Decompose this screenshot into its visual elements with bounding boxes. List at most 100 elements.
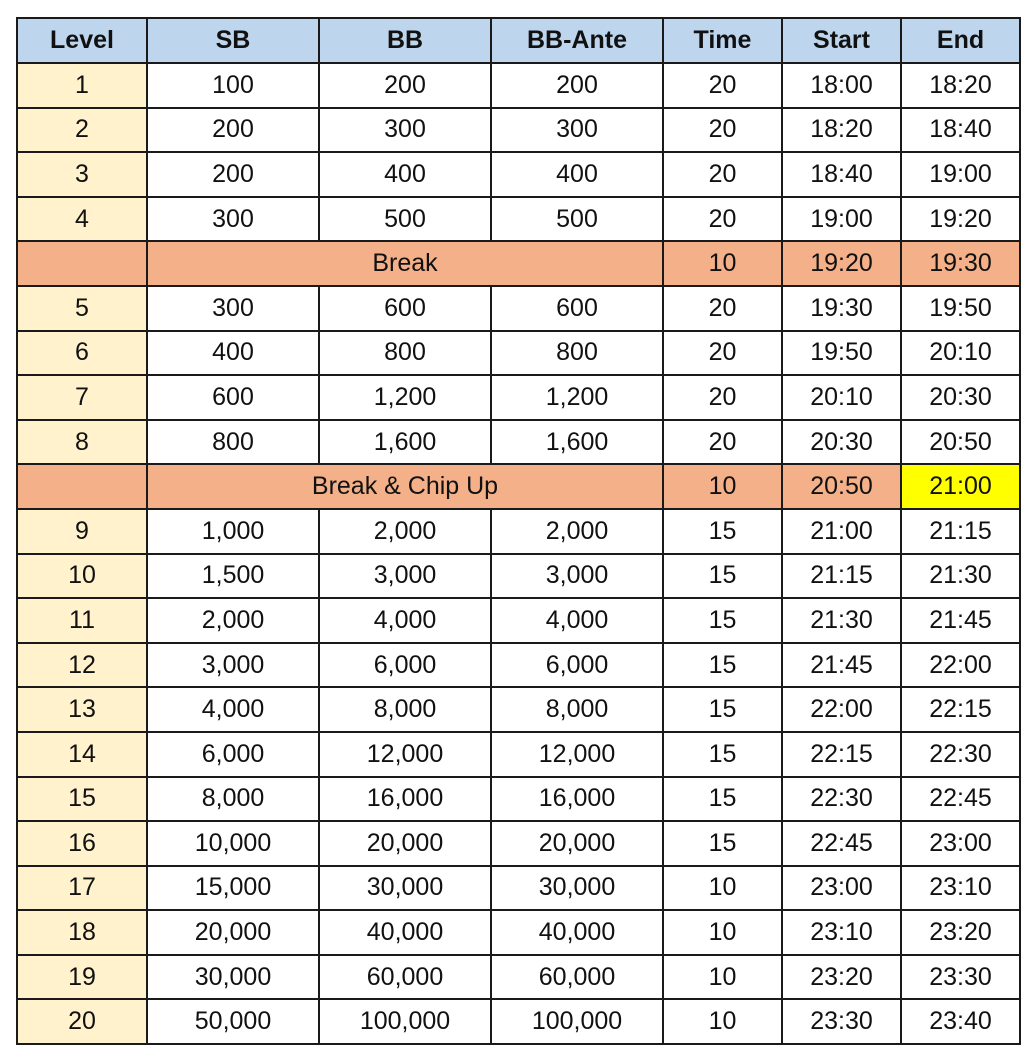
time-cell: 20 (662, 195, 783, 243)
level-cell: 15 (16, 775, 148, 823)
header-row: Level SB BB BB-Ante Time Start End (16, 17, 1021, 64)
time-cell: 15 (662, 507, 783, 555)
time-cell: 10 (662, 463, 783, 510)
level-row: 11 2,000 4,000 4,000 15 21:30 21:45 (16, 597, 1021, 644)
time-cell: 10 (662, 909, 783, 956)
bb-cell: 2,000 (318, 507, 492, 555)
end-cell: 21:30 (900, 552, 1021, 600)
start-cell: 23:10 (781, 909, 902, 956)
header-bb-ante: BB-Ante (490, 17, 664, 64)
start-cell: 20:30 (781, 418, 902, 466)
bb-cell: 1,200 (318, 374, 492, 421)
header-start: Start (781, 17, 902, 64)
start-cell: 22:30 (781, 775, 902, 823)
start-cell: 22:15 (781, 730, 902, 778)
level-cell: 13 (16, 686, 148, 733)
level-row: 10 1,500 3,000 3,000 15 21:15 21:30 (16, 552, 1021, 600)
end-cell: 19:30 (900, 240, 1021, 287)
sb-cell: 30,000 (146, 953, 320, 1001)
sb-cell: 8,000 (146, 775, 320, 823)
bb-ante-cell: 8,000 (490, 686, 664, 733)
level-cell: 19 (16, 953, 148, 1001)
bb-ante-cell: 100,000 (490, 998, 664, 1046)
bb-ante-cell: 1,200 (490, 374, 664, 421)
start-cell: 21:30 (781, 597, 902, 644)
bb-ante-cell: 500 (490, 195, 664, 243)
time-cell: 10 (662, 240, 783, 287)
time-cell: 10 (662, 998, 783, 1046)
level-row: 9 1,000 2,000 2,000 15 21:00 21:15 (16, 507, 1021, 555)
end-cell: 22:30 (900, 730, 1021, 778)
time-cell: 15 (662, 730, 783, 778)
bb-cell: 60,000 (318, 953, 492, 1001)
bb-ante-cell: 600 (490, 284, 664, 332)
bb-ante-cell: 200 (490, 62, 664, 109)
break-label: Break & Chip Up (146, 463, 664, 510)
bb-cell: 200 (318, 62, 492, 109)
sb-cell: 3,000 (146, 641, 320, 689)
bb-cell: 300 (318, 106, 492, 154)
level-cell: 17 (16, 864, 148, 912)
bb-cell: 3,000 (318, 552, 492, 600)
bb-cell: 30,000 (318, 864, 492, 912)
bb-ante-cell: 12,000 (490, 730, 664, 778)
sb-cell: 400 (146, 329, 320, 377)
bb-cell: 800 (318, 329, 492, 377)
start-cell: 19:00 (781, 195, 902, 243)
end-cell: 19:20 (900, 195, 1021, 243)
bb-cell: 12,000 (318, 730, 492, 778)
time-cell: 20 (662, 418, 783, 466)
end-cell: 23:00 (900, 820, 1021, 867)
level-row: 5 300 600 600 20 19:30 19:50 (16, 284, 1021, 332)
bb-cell: 1,600 (318, 418, 492, 466)
end-cell: 22:00 (900, 641, 1021, 689)
end-cell: 23:40 (900, 998, 1021, 1046)
sb-cell: 1,500 (146, 552, 320, 600)
bb-cell: 40,000 (318, 909, 492, 956)
level-cell: 8 (16, 418, 148, 466)
bb-ante-cell: 16,000 (490, 775, 664, 823)
sb-cell: 600 (146, 374, 320, 421)
level-cell: 4 (16, 195, 148, 243)
start-cell: 23:20 (781, 953, 902, 1001)
level-row: 1 100 200 200 20 18:00 18:20 (16, 62, 1021, 109)
level-row: 7 600 1,200 1,200 20 20:10 20:30 (16, 374, 1021, 421)
bb-ante-cell: 6,000 (490, 641, 664, 689)
header-sb: SB (146, 17, 320, 64)
start-cell: 18:40 (781, 151, 902, 198)
start-cell: 19:50 (781, 329, 902, 377)
header-bb: BB (318, 17, 492, 64)
start-cell: 20:10 (781, 374, 902, 421)
time-cell: 15 (662, 686, 783, 733)
time-cell: 15 (662, 641, 783, 689)
level-cell: 5 (16, 284, 148, 332)
sb-cell: 2,000 (146, 597, 320, 644)
sb-cell: 800 (146, 418, 320, 466)
level-cell: 3 (16, 151, 148, 198)
sb-cell: 15,000 (146, 864, 320, 912)
level-row: 8 800 1,600 1,600 20 20:30 20:50 (16, 418, 1021, 466)
start-cell: 18:20 (781, 106, 902, 154)
start-cell: 21:00 (781, 507, 902, 555)
header-time: Time (662, 17, 783, 64)
time-cell: 15 (662, 775, 783, 823)
level-cell: 10 (16, 552, 148, 600)
time-cell: 15 (662, 552, 783, 600)
level-cell: 9 (16, 507, 148, 555)
time-cell: 20 (662, 151, 783, 198)
end-cell: 21:00 (900, 463, 1021, 510)
start-cell: 22:45 (781, 820, 902, 867)
header-level: Level (16, 17, 148, 64)
break-label: Break (146, 240, 664, 287)
sb-cell: 200 (146, 106, 320, 154)
bb-cell: 16,000 (318, 775, 492, 823)
level-row: 6 400 800 800 20 19:50 20:10 (16, 329, 1021, 377)
sb-cell: 10,000 (146, 820, 320, 867)
sb-cell: 4,000 (146, 686, 320, 733)
bb-ante-cell: 300 (490, 106, 664, 154)
bb-cell: 100,000 (318, 998, 492, 1046)
level-cell: 2 (16, 106, 148, 154)
header-end: End (900, 17, 1021, 64)
time-cell: 10 (662, 953, 783, 1001)
end-cell: 23:10 (900, 864, 1021, 912)
